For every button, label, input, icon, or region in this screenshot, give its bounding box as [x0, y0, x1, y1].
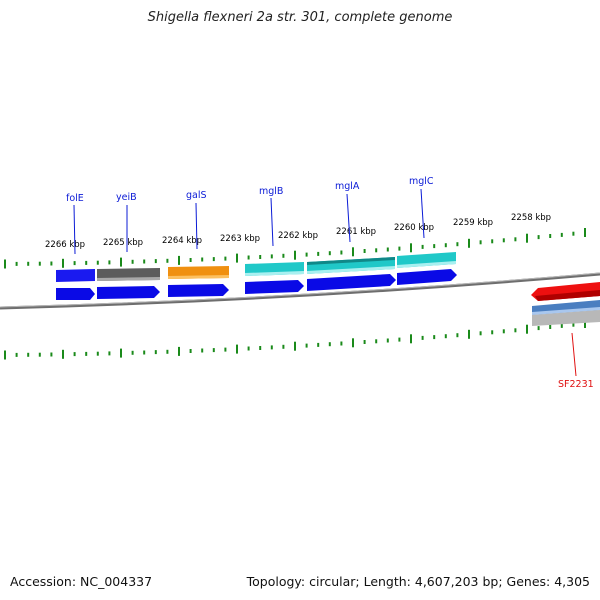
genome-title: Shigella flexneri 2a str. 301, complete …: [147, 10, 453, 25]
kbp-label: 2259 kbp: [453, 218, 493, 228]
genome-backbone: [0, 272, 600, 310]
gene-label-galS[interactable]: galS: [186, 190, 207, 201]
cog-feature-row: [56, 252, 456, 282]
genome-summary-text: Topology: circular; Length: 4,607,203 bp…: [246, 574, 590, 589]
genome-backbone-highlight: [0, 272, 600, 308]
gene-arrow-folE[interactable]: [56, 288, 95, 300]
kbp-label: 2261 kbp: [336, 227, 376, 237]
cog-block-SF2231-shine: [532, 307, 600, 315]
kbp-labels: 2266 kbp 2265 kbp 2264 kbp 2263 kbp 2262…: [45, 213, 551, 250]
kbp-label: 2263 kbp: [220, 234, 260, 244]
cog-block-folE[interactable]: [56, 269, 95, 282]
gene-arrow-mglB[interactable]: [245, 280, 304, 294]
tick-marks-top: [4, 228, 586, 269]
kbp-label: 2266 kbp: [45, 240, 85, 250]
cog-block-SF2231-gray: [532, 310, 600, 326]
gene-leader-SF2231: [571, 332, 577, 377]
gene-leader-folE: [73, 204, 76, 255]
gene-arrow-mglC[interactable]: [397, 269, 457, 285]
kbp-label: 2262 kbp: [278, 231, 318, 241]
gene-leader-mglC: [420, 188, 425, 239]
gene-arrow-row: [56, 269, 457, 300]
gene-arrow-mglA[interactable]: [307, 274, 396, 291]
kbp-label: 2265 kbp: [103, 238, 143, 248]
cog-block-yeiB-shine: [97, 277, 160, 281]
cog-block-mglA-shine: [307, 266, 395, 274]
gene-label-mglA[interactable]: mglA: [335, 181, 360, 192]
gene-label-mglC[interactable]: mglC: [409, 176, 434, 187]
kbp-label: 2258 kbp: [511, 213, 551, 223]
gene-label-folE[interactable]: folE: [66, 193, 84, 204]
gene-leader-galS: [195, 202, 198, 250]
gene-arrow-yeiB[interactable]: [97, 286, 160, 299]
accession-text: Accession: NC_004337: [10, 574, 153, 589]
cog-block-mglB-shine: [245, 271, 304, 276]
cog-block-mglC-shine: [397, 261, 456, 268]
gene-leader-mglA: [346, 193, 351, 243]
gene-leader-mglB: [270, 197, 274, 247]
gene-arrow-galS[interactable]: [168, 284, 229, 297]
gene-label-SF2231[interactable]: SF2231: [558, 379, 594, 390]
gene-label-yeiB[interactable]: yeiB: [116, 192, 137, 203]
cog-block-galS-shine: [168, 275, 229, 279]
gene-label-mglB[interactable]: mglB: [259, 186, 283, 197]
kbp-label: 2264 kbp: [162, 236, 202, 246]
tick-marks-bottom: [4, 319, 586, 360]
cog-block-mglA-dark: [307, 257, 395, 265]
kbp-label: 2260 kbp: [394, 223, 434, 233]
gene-arrow-SF2231-shine: [535, 290, 600, 301]
